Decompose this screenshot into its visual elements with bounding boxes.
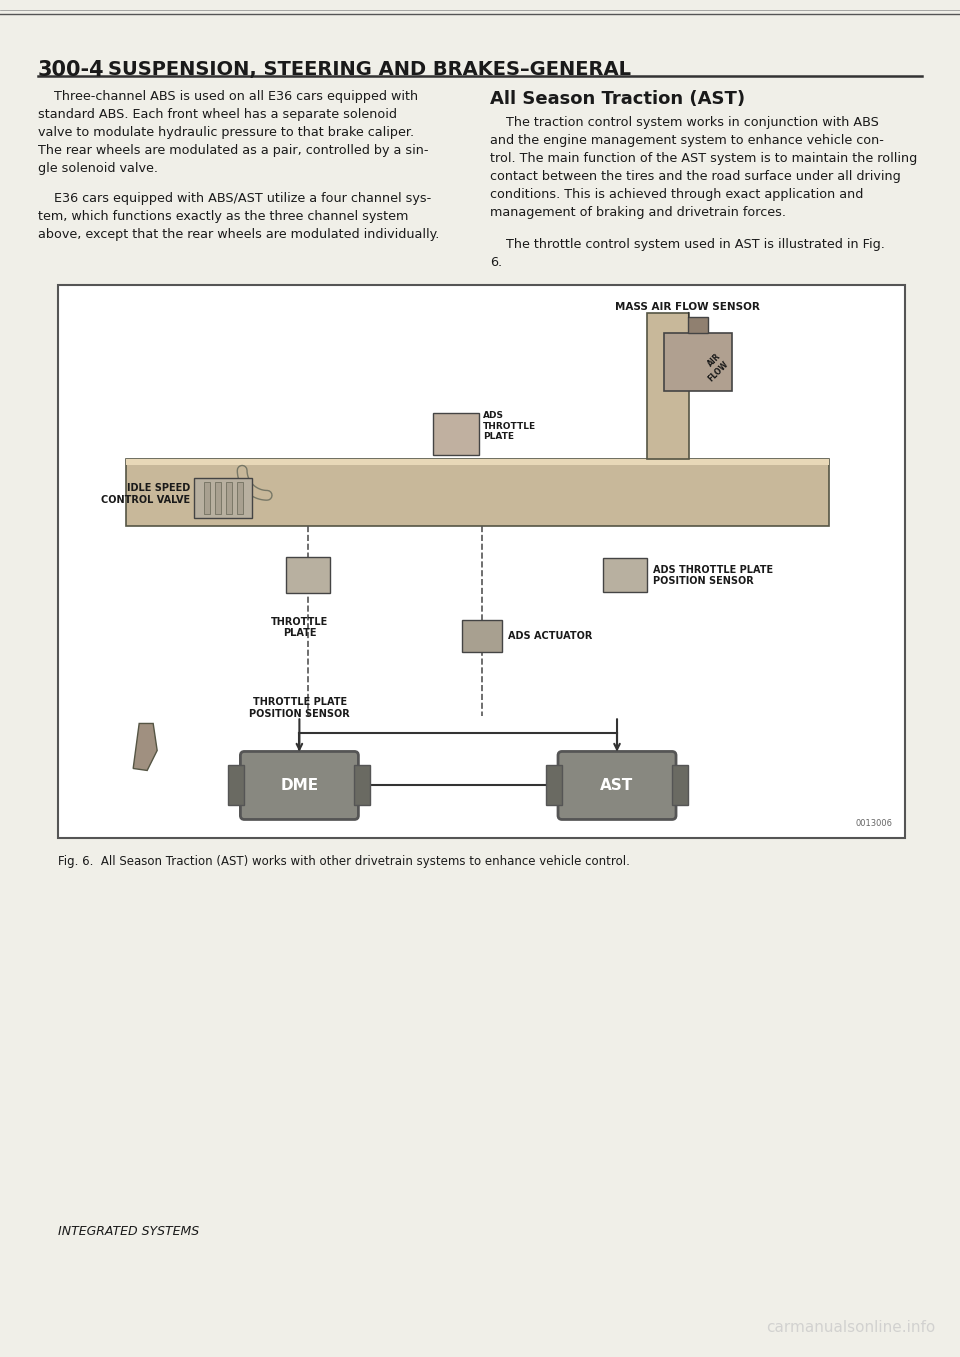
Bar — [215, 482, 221, 514]
Bar — [687, 318, 708, 334]
Text: carmanualsonline.info: carmanualsonline.info — [766, 1320, 935, 1335]
Bar — [204, 482, 210, 514]
Text: AST: AST — [600, 778, 634, 792]
Text: The traction control system works in conjunction with ABS
and the engine managem: The traction control system works in con… — [490, 115, 917, 218]
Text: MASS AIR FLOW SENSOR: MASS AIR FLOW SENSOR — [615, 303, 760, 312]
FancyBboxPatch shape — [558, 752, 676, 820]
Text: DME: DME — [280, 778, 319, 792]
Bar — [228, 765, 245, 806]
Text: All Season Traction (AST): All Season Traction (AST) — [490, 90, 745, 109]
Text: 0013006: 0013006 — [856, 820, 893, 828]
Text: E36 cars equipped with ABS/AST utilize a four channel sys-
tem, which functions : E36 cars equipped with ABS/AST utilize a… — [38, 191, 440, 242]
FancyBboxPatch shape — [240, 752, 358, 820]
Text: SUSPENSION, STEERING AND BRAKES–GENERAL: SUSPENSION, STEERING AND BRAKES–GENERAL — [108, 60, 631, 79]
Text: 300-4: 300-4 — [38, 60, 105, 80]
Bar — [672, 765, 688, 806]
Text: ADS ACTUATOR: ADS ACTUATOR — [508, 631, 592, 641]
Bar — [664, 334, 732, 391]
Text: The throttle control system used in AST is illustrated in Fig.
6.: The throttle control system used in AST … — [490, 237, 885, 269]
Text: AIR
FLOW: AIR FLOW — [699, 351, 730, 383]
Bar — [354, 765, 371, 806]
Bar — [58, 285, 905, 839]
Bar — [604, 558, 647, 592]
Text: INTEGRATED SYSTEMS: INTEGRATED SYSTEMS — [58, 1225, 199, 1238]
Text: Fig. 6.  All Season Traction (AST) works with other drivetrain systems to enhanc: Fig. 6. All Season Traction (AST) works … — [58, 855, 630, 868]
Bar — [647, 312, 689, 459]
Bar — [433, 414, 479, 456]
Text: ADS THROTTLE PLATE
POSITION SENSOR: ADS THROTTLE PLATE POSITION SENSOR — [654, 565, 774, 586]
Bar — [237, 482, 243, 514]
Bar — [462, 620, 501, 653]
Text: THROTTLE
PLATE: THROTTLE PLATE — [272, 617, 328, 638]
Bar — [126, 459, 828, 525]
Bar — [227, 482, 232, 514]
Text: ADS
THROTTLE
PLATE: ADS THROTTLE PLATE — [483, 411, 537, 441]
Bar — [126, 459, 828, 465]
Polygon shape — [133, 723, 157, 771]
Text: IDLE SPEED
CONTROL VALVE: IDLE SPEED CONTROL VALVE — [101, 483, 190, 505]
Bar — [194, 478, 252, 518]
Text: Three-channel ABS is used on all E36 cars equipped with
standard ABS. Each front: Three-channel ABS is used on all E36 car… — [38, 90, 428, 175]
Text: THROTTLE PLATE
POSITION SENSOR: THROTTLE PLATE POSITION SENSOR — [250, 697, 350, 719]
Bar — [546, 765, 562, 806]
Bar — [286, 558, 330, 593]
